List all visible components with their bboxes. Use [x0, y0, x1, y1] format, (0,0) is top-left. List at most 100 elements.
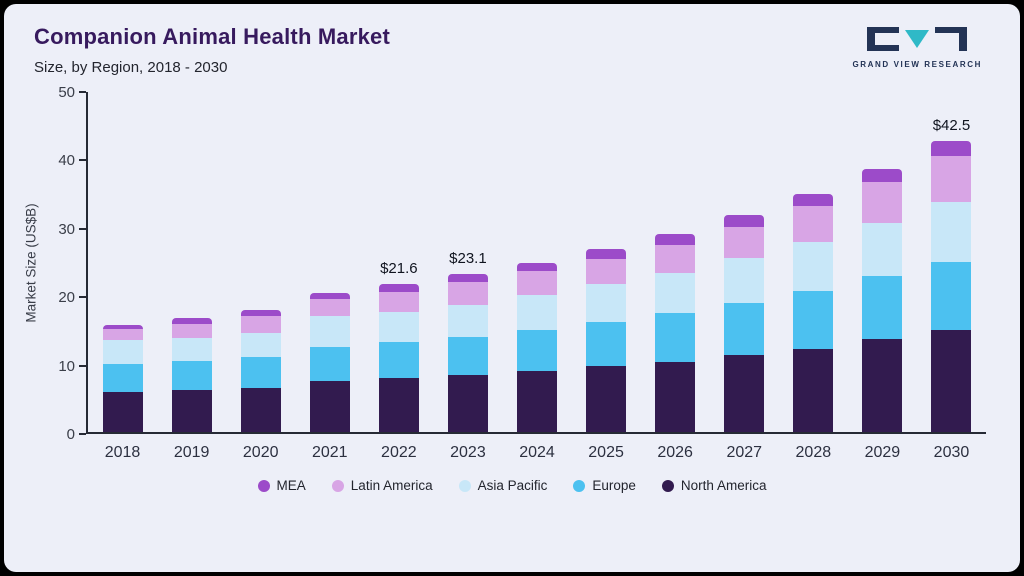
- legend-item-latin-america: Latin America: [331, 478, 433, 493]
- bar-segment-asia-pacific: [447, 305, 488, 337]
- y-tick-mark: [79, 433, 86, 435]
- bar-segment-asia-pacific: [517, 295, 557, 331]
- bar-segment-latin-america: [309, 298, 350, 317]
- bar-column-2025: [572, 92, 641, 432]
- bar-segment-europe: [724, 302, 765, 356]
- header-titles: Companion Animal Health Market Size, by …: [34, 24, 390, 76]
- plot-area: $21.6 $23.1 $42.5: [86, 92, 986, 434]
- bar-segment-asia-pacific: [793, 241, 834, 292]
- bar-segment-mea: [862, 169, 903, 183]
- bar-segment-mea: [240, 310, 281, 317]
- bar-segment-mea: [102, 324, 143, 330]
- x-tick-label-2026: 2026: [657, 444, 693, 461]
- bar-segment-mea: [378, 284, 419, 292]
- bar-column-2024: [502, 92, 571, 432]
- bar-segment-latin-america: [655, 244, 696, 273]
- bar-segment-europe: [102, 364, 143, 393]
- bar-segment-latin-america: [862, 182, 903, 224]
- x-tick-label-2021: 2021: [311, 444, 348, 461]
- bar-2030: [931, 141, 972, 432]
- bar-segment-mea: [931, 141, 972, 156]
- x-tick-label-2019: 2019: [173, 444, 210, 461]
- bar-segment-mea: [655, 233, 696, 245]
- x-tick-label-2029: 2029: [864, 444, 901, 461]
- bar-column-2018: [88, 92, 157, 432]
- bar-2020: [240, 310, 281, 432]
- bar-segment-north-america: [931, 330, 972, 432]
- bar-segment-europe: [517, 330, 557, 372]
- y-tick-label: 40: [58, 152, 75, 170]
- bar-2026: [655, 233, 696, 432]
- bar-segment-north-america: [655, 361, 696, 432]
- bar-segment-mea: [793, 194, 834, 207]
- x-tick-label-2023: 2023: [450, 444, 486, 461]
- bar-2027: [724, 215, 765, 432]
- grand-view-research-logo-text: GRAND VIEW RESEARCH: [852, 60, 982, 69]
- legend-swatch: [661, 479, 674, 492]
- bar-segment-europe: [378, 341, 419, 378]
- bar-column-2026: [641, 92, 710, 432]
- legend-item-europe: Europe: [573, 478, 636, 493]
- bar-segment-north-america: [793, 348, 834, 432]
- x-tick-label-2018: 2018: [104, 444, 141, 461]
- x-tick-label-2025: 2025: [588, 444, 624, 461]
- x-tick-label-2022: 2022: [381, 444, 417, 461]
- bar-segment-north-america: [309, 381, 350, 432]
- grand-view-research-logo: GRAND VIEW RESEARCH: [852, 26, 982, 69]
- bar-column-2022: $21.6: [364, 92, 433, 432]
- bar-segment-europe: [309, 346, 350, 382]
- bar-segment-asia-pacific: [586, 284, 627, 322]
- bar-2018: [102, 324, 143, 432]
- legend-label: Latin America: [350, 478, 433, 493]
- bar-segment-latin-america: [931, 155, 972, 202]
- bar-column-2029: [848, 92, 917, 432]
- legend-swatch: [573, 479, 586, 492]
- bar-segment-latin-america: [171, 323, 212, 339]
- bar-segment-mea: [724, 215, 765, 227]
- bar-segment-asia-pacific: [309, 316, 350, 347]
- bar-column-2023: $23.1: [433, 92, 502, 432]
- bar-segment-north-america: [724, 355, 765, 432]
- bar-segment-asia-pacific: [931, 201, 972, 262]
- header: Companion Animal Health Market Size, by …: [4, 4, 1020, 76]
- x-tick-label-2027: 2027: [726, 444, 763, 461]
- bar-segment-north-america: [240, 387, 281, 432]
- bar-column-2027: [710, 92, 779, 432]
- report-panel: Companion Animal Health Market Size, by …: [4, 4, 1020, 572]
- bar-segment-europe: [931, 261, 972, 331]
- page-subtitle: Size, by Region, 2018 - 2030: [34, 59, 228, 76]
- y-axis: 0 10 20 30 40 50: [42, 84, 86, 443]
- bar-column-2021: [295, 92, 364, 432]
- bar-segment-mea: [171, 317, 212, 324]
- bar-segment-europe: [240, 357, 281, 388]
- x-tick-label-2030: 2030: [933, 444, 970, 461]
- chart: Market Size (US$B) 0 10 20 30 40 50 $21.6 $23.…: [20, 84, 986, 462]
- y-tick-label: 50: [58, 84, 75, 101]
- bar-segment-asia-pacific: [102, 339, 143, 365]
- bar-segment-mea: [586, 249, 627, 259]
- legend-swatch: [458, 479, 471, 492]
- y-axis-title: Market Size (US$B): [23, 203, 39, 323]
- bar-segment-north-america: [586, 366, 627, 432]
- legend-label: Europe: [592, 478, 636, 493]
- bar-segment-asia-pacific: [171, 338, 212, 361]
- page-title: Companion Animal Health Market: [34, 24, 391, 49]
- bar-segment-north-america: [862, 338, 903, 432]
- bar-segment-asia-pacific: [378, 311, 419, 342]
- x-axis: 2018 2019 2020 2021 2022 2023 2024 2025 2026 2027…: [86, 434, 986, 462]
- bar-2025: [586, 249, 627, 432]
- bar-segment-mea: [517, 263, 557, 272]
- bar-2023: [447, 274, 488, 432]
- bar-segment-latin-america: [724, 226, 765, 258]
- y-tick-mark: [79, 91, 86, 93]
- bar-segment-latin-america: [240, 316, 281, 333]
- bar-column-2030: $42.5: [917, 92, 986, 432]
- bar-segment-north-america: [447, 375, 488, 432]
- bar-segment-asia-pacific: [862, 223, 903, 277]
- x-tick-label-2020: 2020: [242, 444, 279, 461]
- bar-segment-asia-pacific: [655, 272, 696, 313]
- bar-segment-asia-pacific: [240, 332, 281, 358]
- legend-item-asia-pacific: Asia Pacific: [458, 478, 548, 493]
- legend-label: Asia Pacific: [477, 478, 548, 493]
- x-tick-label-2028: 2028: [795, 444, 832, 461]
